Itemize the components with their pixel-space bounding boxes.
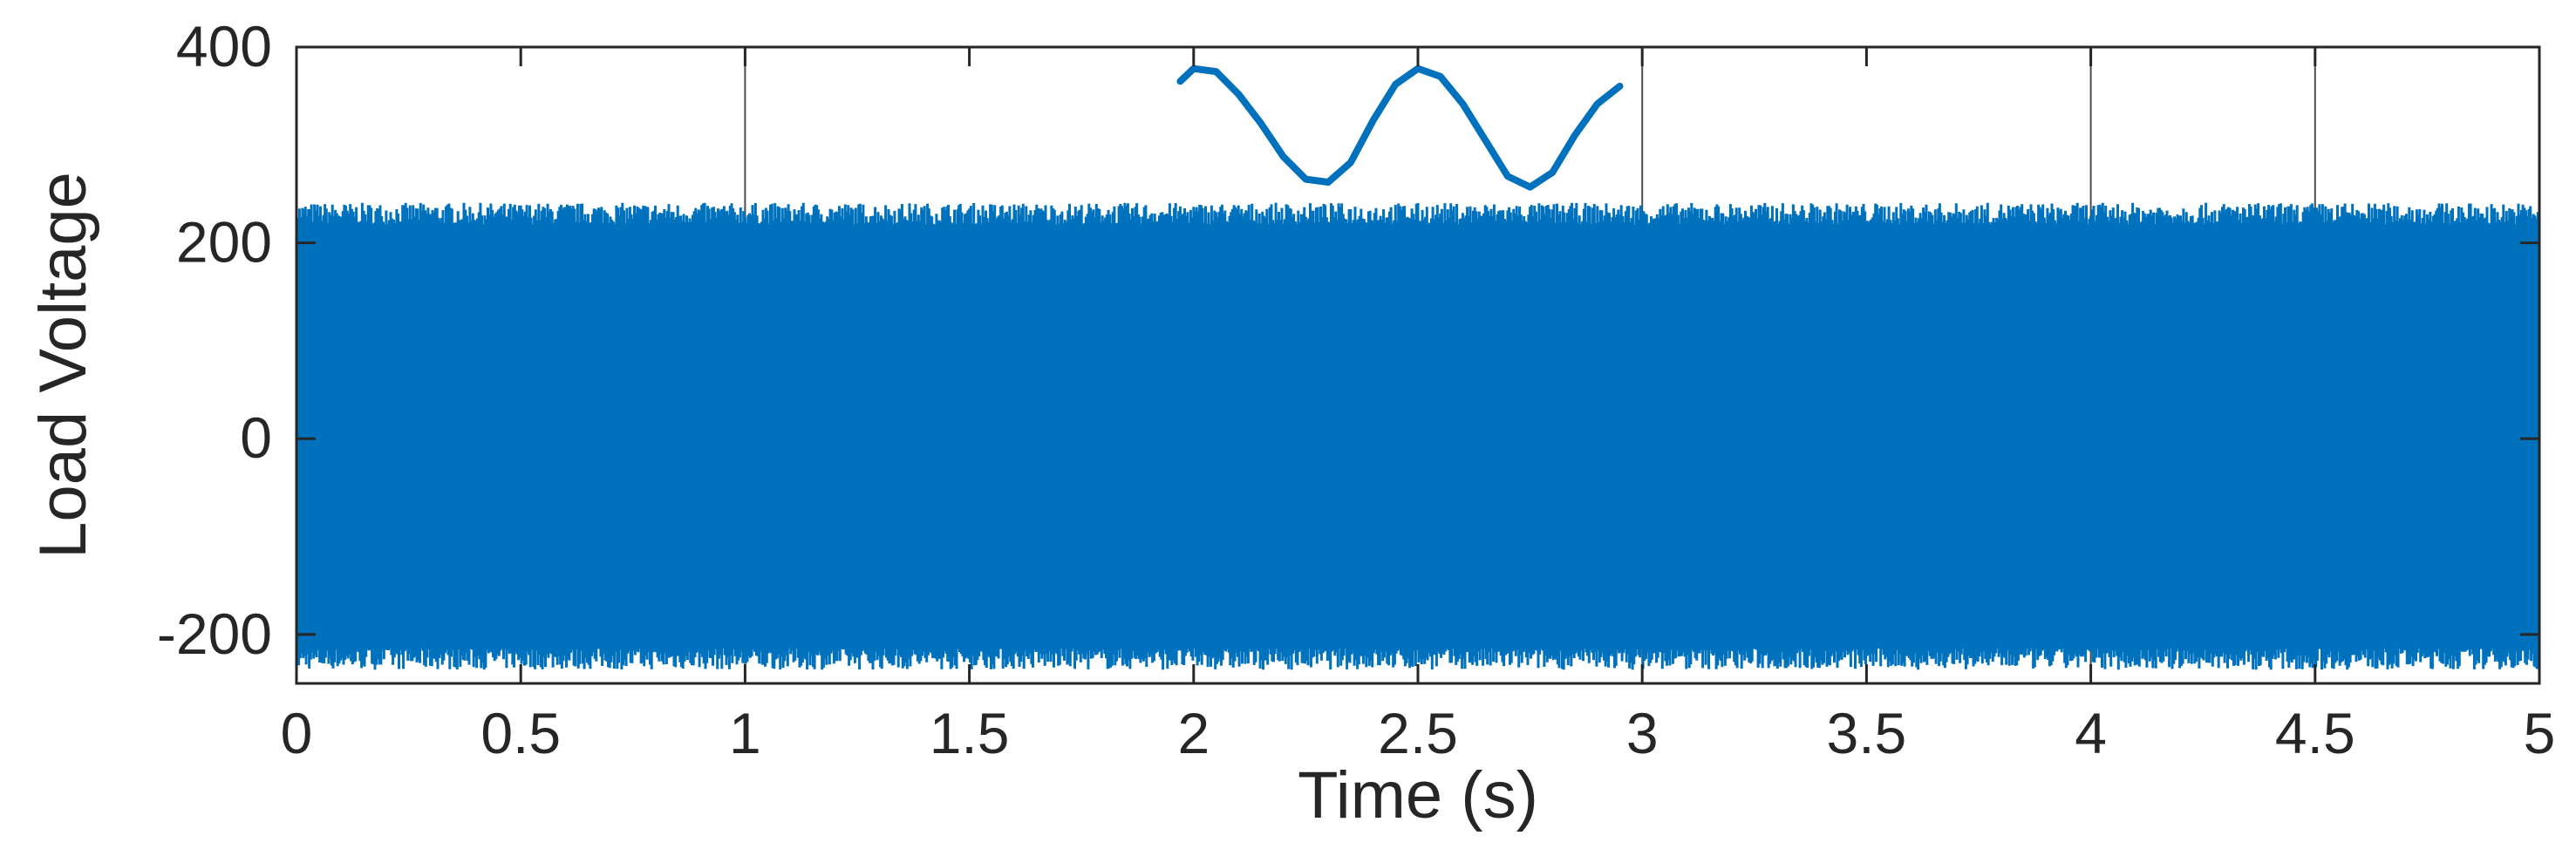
x-tick-label: 1.5 [930,701,1010,765]
x-tick-label: 2 [1177,701,1210,765]
y-tick-label: 400 [176,14,272,78]
x-tick-label: 2.5 [1378,701,1458,765]
x-tick-label: 4.5 [2275,701,2355,765]
plot-area [295,65,2541,670]
x-tick-label: 3.5 [1827,701,1907,765]
x-tick-label: 5 [2524,701,2556,765]
y-tick-label: -200 [157,601,272,666]
series-line-load-voltage [295,202,2541,670]
x-tick-label: 0.5 [480,701,561,765]
series-line-inset [1176,65,1624,191]
y-tick-label: 0 [240,405,272,470]
y-axis-label: Load Voltage [26,172,100,559]
x-tick-label: 4 [2075,701,2107,765]
x-tick-label: 0 [281,701,313,765]
y-tick-label: 200 [176,210,272,275]
x-axis-label: Time (s) [1298,758,1538,832]
x-tick-label: 3 [1626,701,1659,765]
axes [295,45,2541,685]
x-tick-label: 1 [729,701,761,765]
